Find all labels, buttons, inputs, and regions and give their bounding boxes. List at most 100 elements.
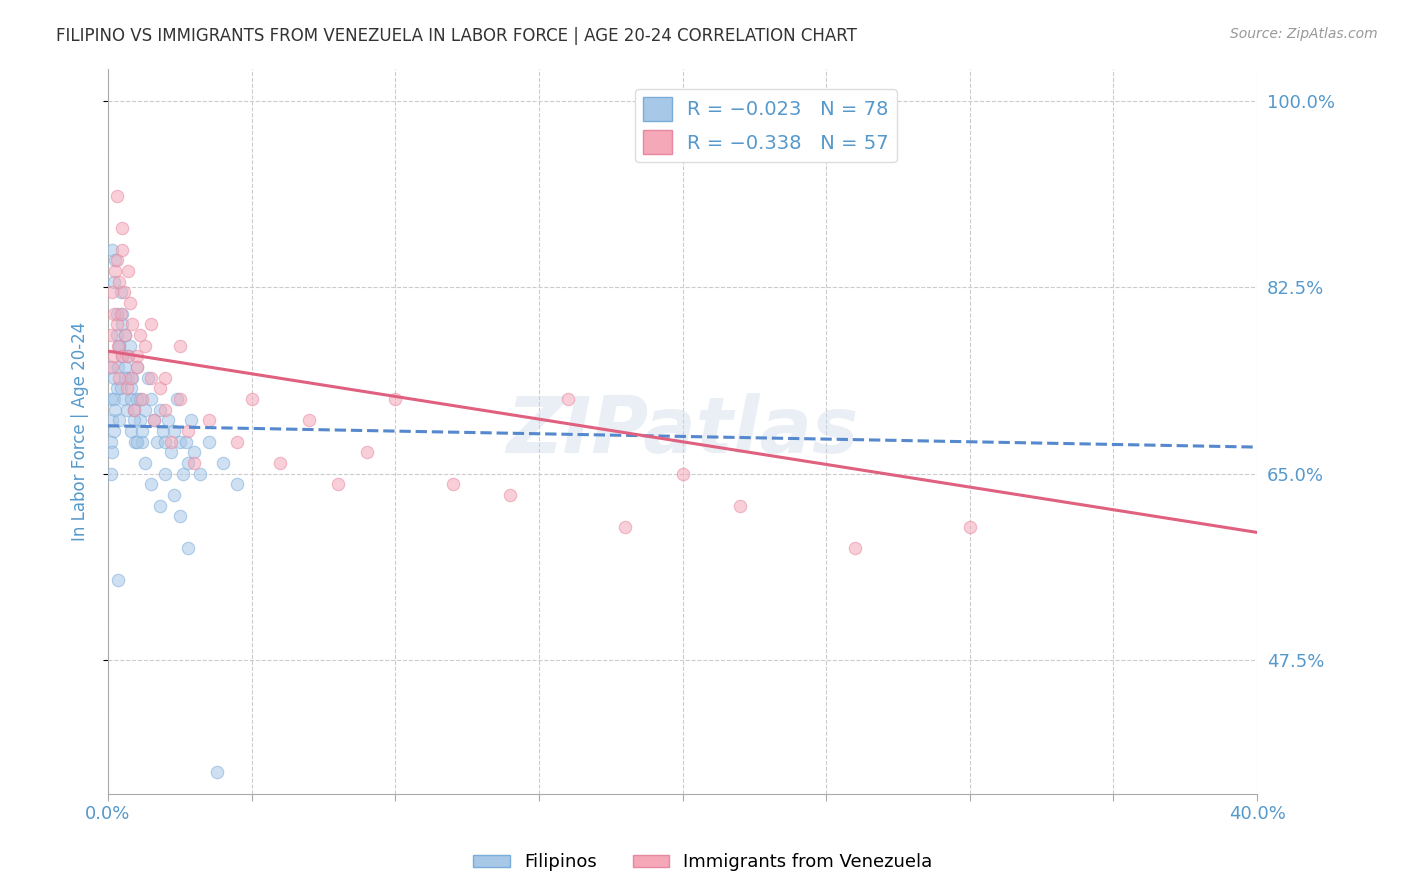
- Point: [240, 392, 263, 406]
- Point: [197, 434, 219, 449]
- Point: [103, 392, 125, 406]
- Point: [112, 392, 135, 406]
- Point: [117, 350, 139, 364]
- Point: [149, 499, 172, 513]
- Point: [163, 424, 186, 438]
- Point: [120, 381, 142, 395]
- Point: [122, 402, 145, 417]
- Point: [110, 381, 132, 395]
- Point: [117, 350, 139, 364]
- Point: [160, 434, 183, 449]
- Point: [108, 339, 131, 353]
- Point: [155, 402, 177, 417]
- Point: [103, 371, 125, 385]
- Point: [110, 285, 132, 300]
- Point: [101, 445, 124, 459]
- Point: [441, 477, 464, 491]
- Point: [103, 307, 125, 321]
- Point: [499, 488, 522, 502]
- Point: [101, 285, 124, 300]
- Point: [124, 434, 146, 449]
- Point: [183, 445, 205, 459]
- Legend: Filipinos, Immigrants from Venezuela: Filipinos, Immigrants from Venezuela: [467, 847, 939, 879]
- Point: [356, 445, 378, 459]
- Point: [114, 328, 136, 343]
- Point: [105, 318, 128, 332]
- Point: [125, 360, 148, 375]
- Point: [125, 360, 148, 375]
- Point: [100, 467, 122, 481]
- Point: [125, 350, 148, 364]
- Point: [728, 499, 751, 513]
- Point: [120, 424, 142, 438]
- Point: [121, 371, 143, 385]
- Point: [120, 371, 142, 385]
- Point: [671, 467, 693, 481]
- Point: [100, 360, 122, 375]
- Point: [134, 456, 156, 470]
- Point: [122, 413, 145, 427]
- Text: Source: ZipAtlas.com: Source: ZipAtlas.com: [1230, 27, 1378, 41]
- Legend: R = −0.023   N = 78, R = −0.338   N = 57: R = −0.023 N = 78, R = −0.338 N = 57: [636, 89, 897, 161]
- Point: [107, 339, 129, 353]
- Point: [117, 264, 139, 278]
- Point: [114, 371, 136, 385]
- Point: [105, 307, 128, 321]
- Point: [174, 434, 197, 449]
- Point: [134, 339, 156, 353]
- Point: [557, 392, 579, 406]
- Point: [100, 328, 122, 343]
- Point: [131, 392, 153, 406]
- Point: [120, 392, 142, 406]
- Point: [614, 520, 637, 534]
- Point: [114, 328, 136, 343]
- Y-axis label: In Labor Force | Age 20-24: In Labor Force | Age 20-24: [72, 321, 89, 541]
- Point: [111, 350, 134, 364]
- Text: FILIPINO VS IMMIGRANTS FROM VENEZUELA IN LABOR FORCE | AGE 20-24 CORRELATION CHA: FILIPINO VS IMMIGRANTS FROM VENEZUELA IN…: [56, 27, 858, 45]
- Point: [105, 253, 128, 268]
- Point: [104, 253, 127, 268]
- Point: [128, 328, 150, 343]
- Point: [115, 402, 138, 417]
- Point: [103, 275, 125, 289]
- Point: [107, 360, 129, 375]
- Point: [155, 467, 177, 481]
- Point: [177, 456, 200, 470]
- Point: [212, 456, 235, 470]
- Point: [101, 243, 124, 257]
- Text: ZIPatlas: ZIPatlas: [506, 393, 859, 469]
- Point: [125, 392, 148, 406]
- Point: [149, 402, 172, 417]
- Point: [188, 467, 211, 481]
- Point: [146, 434, 169, 449]
- Point: [226, 434, 249, 449]
- Point: [100, 434, 122, 449]
- Point: [115, 381, 138, 395]
- Point: [959, 520, 981, 534]
- Point: [169, 434, 191, 449]
- Point: [118, 339, 141, 353]
- Point: [125, 434, 148, 449]
- Point: [177, 541, 200, 556]
- Point: [111, 243, 134, 257]
- Point: [101, 413, 124, 427]
- Point: [131, 434, 153, 449]
- Point: [166, 392, 188, 406]
- Point: [117, 371, 139, 385]
- Point: [169, 509, 191, 524]
- Point: [128, 413, 150, 427]
- Point: [844, 541, 866, 556]
- Point: [114, 360, 136, 375]
- Point: [142, 413, 165, 427]
- Point: [108, 339, 131, 353]
- Point: [111, 221, 134, 235]
- Point: [139, 318, 162, 332]
- Point: [111, 350, 134, 364]
- Point: [108, 275, 131, 289]
- Point: [169, 392, 191, 406]
- Point: [104, 264, 127, 278]
- Point: [103, 424, 125, 438]
- Point: [177, 424, 200, 438]
- Point: [111, 307, 134, 321]
- Point: [180, 413, 202, 427]
